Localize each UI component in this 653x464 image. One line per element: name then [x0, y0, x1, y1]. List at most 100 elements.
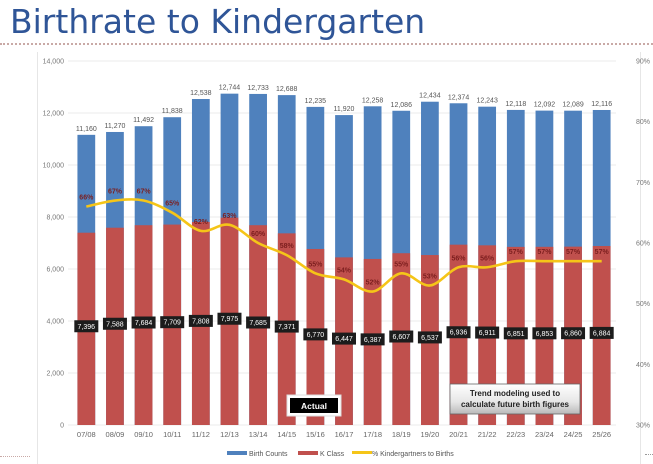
percent-label: 57%	[509, 249, 524, 256]
right-axis-tick-label: 40%	[636, 362, 650, 369]
birth-count-label: 11,270	[105, 123, 126, 130]
k-class-label: 6,851	[507, 331, 525, 338]
k-class-label-box	[503, 327, 528, 340]
k-class-label-box	[332, 332, 356, 345]
k-class-label-box	[188, 314, 213, 327]
percent-label: 56%	[452, 255, 467, 262]
percent-label: 52%	[366, 280, 381, 287]
percent-label: 57%	[595, 249, 610, 256]
percent-label: 58%	[280, 243, 295, 250]
birth-count-label: 12,089	[562, 102, 584, 109]
x-axis-label: 22/23	[506, 430, 525, 439]
legend-swatch-k-class	[298, 451, 318, 455]
percent-label: 53%	[423, 273, 438, 280]
k-class-label: 6,853	[536, 331, 554, 338]
birth-count-label: 12,235	[305, 98, 327, 105]
left-axis-tick-label: 14,000	[43, 59, 65, 66]
percent-label: 55%	[308, 261, 323, 268]
trend-note-line2: calculate future birth figures	[461, 400, 570, 409]
birth-count-label: 12,374	[448, 94, 470, 101]
k-class-label: 6,537	[421, 335, 439, 342]
x-axis-label: 23/24	[535, 430, 554, 439]
x-axis-label: 17/18	[363, 430, 382, 439]
left-axis-tick-label: 4,000	[46, 319, 64, 326]
right-axis-ticks: 30% 40% 50% 60% 70% 80% 90%	[636, 59, 650, 430]
x-axis-label: 19/20	[421, 430, 440, 439]
k-class-label: 6,607	[392, 334, 410, 341]
trend-note-line1: Trend modeling used to	[470, 389, 560, 398]
actual-label: Actual	[301, 401, 327, 411]
left-axis-tick-label: 0	[60, 423, 64, 430]
k-class-label: 7,684	[135, 320, 153, 327]
percent-label: 55%	[394, 261, 409, 268]
k-class-label: 7,371	[278, 324, 296, 331]
x-axis-label: 15/16	[306, 430, 325, 439]
birth-count-label: 12,733	[247, 85, 269, 92]
k-class-label-box	[475, 326, 500, 339]
k-class-label-box	[131, 316, 156, 329]
x-axis-label: 08/09	[106, 430, 125, 439]
percent-label: 57%	[566, 249, 581, 256]
percent-label: 57%	[537, 249, 552, 256]
left-axis-tick-label: 8,000	[46, 215, 64, 222]
birth-count-label: 12,744	[219, 85, 241, 92]
percent-label: 67%	[108, 189, 123, 196]
birth-count-label: 12,243	[476, 98, 498, 105]
k-class-label: 7,808	[192, 318, 210, 325]
x-axis-label: 16/17	[335, 430, 354, 439]
percent-label: 56%	[480, 255, 495, 262]
k-class-label-box	[160, 316, 185, 329]
k-class-label: 6,447	[335, 336, 353, 343]
x-axis-label: 14/15	[277, 430, 296, 439]
birth-count-label: 11,838	[162, 108, 183, 115]
footer-divider-left	[0, 456, 30, 457]
k-class-label-box	[303, 328, 328, 341]
percent-label: 63%	[222, 213, 237, 220]
x-axis-labels: 07/08 08/09 09/10 10/11 11/12 12/13 13/14 14/15…	[77, 430, 611, 439]
x-axis-label: 20/21	[449, 430, 468, 439]
x-axis-label: 13/14	[249, 430, 268, 439]
percent-labels: 66% 67% 67% 65% 62% 63% 60% 58% 55% 54% 52% 55% 53% 5…	[79, 189, 609, 287]
right-axis-tick-label: 60%	[636, 241, 650, 248]
k-class-label-box	[217, 312, 242, 325]
birth-count-label: 11,920	[334, 106, 355, 113]
x-axis-label: 09/10	[134, 430, 153, 439]
k-class-label: 6,884	[593, 330, 611, 337]
x-axis-label: 25/26	[592, 430, 611, 439]
birth-count-label: 12,092	[534, 102, 556, 109]
right-axis-tick-label: 90%	[636, 59, 650, 66]
legend-swatch-birth-counts	[227, 451, 247, 455]
left-axis-tick-label: 12,000	[43, 111, 65, 118]
birth-count-label: 12,118	[505, 101, 526, 108]
k-class-label: 6,911	[479, 330, 496, 337]
footer-divider-right	[645, 454, 653, 455]
k-class-label: 6,860	[564, 331, 582, 338]
percent-line	[86, 198, 602, 293]
k-class-label-box	[589, 326, 614, 339]
percent-label: 65%	[165, 201, 180, 208]
k-class-label-box	[102, 317, 127, 330]
k-class-label: 7,975	[221, 316, 239, 323]
k-class-labels: 7,396 7,588 7,684 7,709 7,808 7,975 7,685 7,371…	[74, 312, 614, 346]
x-axis-label: 24/25	[564, 430, 583, 439]
k-class-label-box	[74, 320, 99, 333]
left-axis-tick-label: 10,000	[43, 163, 65, 170]
k-class-label: 7,396	[78, 324, 96, 331]
x-axis-label: 10/11	[163, 430, 181, 439]
birth-count-label: 12,688	[276, 86, 298, 93]
percent-line-path	[86, 198, 602, 293]
k-class-label-box	[246, 316, 271, 329]
k-class-label-box	[389, 330, 414, 343]
k-class-label-box	[446, 326, 471, 339]
percent-label: 54%	[337, 267, 352, 274]
slide-title: Birthrate to Kindergarten	[10, 2, 426, 41]
k-class-label-box	[274, 320, 299, 333]
legend-swatch-percent	[352, 451, 372, 454]
k-class-label: 7,709	[163, 320, 181, 327]
birth-count-label: 11,492	[133, 117, 154, 124]
birth-count-labels: 11,160 11,270 11,492 11,838 12,538 12,744 12,7…	[76, 85, 612, 133]
legend: Birth Counts K Class % Kindergartners to…	[227, 451, 454, 458]
k-class-label: 7,588	[106, 321, 124, 328]
birth-count-label: 12,258	[362, 97, 384, 104]
